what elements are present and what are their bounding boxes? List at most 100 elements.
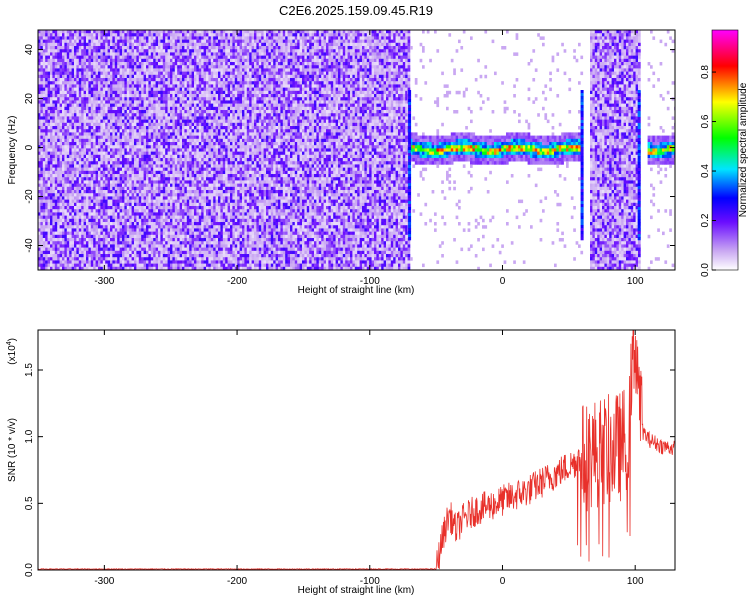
spectrogram-cell bbox=[182, 177, 185, 181]
spectrogram-cell bbox=[153, 116, 156, 120]
spectrogram-cell bbox=[148, 216, 151, 220]
spectrogram-cell bbox=[141, 104, 144, 108]
spectrogram-cell bbox=[55, 52, 58, 56]
spectrogram-cell bbox=[163, 49, 166, 53]
spectrogram-cell bbox=[141, 139, 144, 143]
spectrogram-cell bbox=[60, 36, 63, 40]
spectrogram-cell bbox=[184, 257, 187, 261]
spectrogram-cell bbox=[50, 161, 53, 165]
spectrogram-cell bbox=[141, 254, 144, 258]
spectrogram-cell bbox=[88, 184, 91, 188]
spectrogram-cell bbox=[79, 126, 82, 130]
spectrogram-cell bbox=[72, 43, 75, 47]
spectrogram-cell bbox=[153, 168, 156, 172]
spectrogram-cell bbox=[129, 59, 132, 63]
spectrogram-cell bbox=[76, 174, 79, 178]
spectrogram-cell bbox=[72, 136, 75, 140]
spectrogram-cell bbox=[45, 52, 48, 56]
spectrogram-cell bbox=[60, 232, 63, 236]
spectrogram-cell bbox=[79, 97, 82, 101]
spectrogram-cell bbox=[158, 84, 161, 88]
spectrogram-cell bbox=[189, 209, 192, 213]
spectrogram-cell bbox=[194, 139, 197, 143]
spectrogram-cell bbox=[141, 72, 144, 76]
spectrogram-cell bbox=[177, 152, 180, 156]
spectrogram-cell bbox=[187, 107, 190, 111]
spectrogram-cell bbox=[175, 145, 178, 149]
spectrogram-cell bbox=[50, 75, 53, 79]
spectrogram-cell bbox=[57, 190, 60, 194]
spectrogram-cell bbox=[117, 100, 120, 104]
spectrogram-cell bbox=[69, 113, 72, 117]
spectrogram-cell bbox=[105, 193, 108, 197]
spectrogram-cell bbox=[182, 68, 185, 72]
spectrogram-cell bbox=[110, 168, 113, 172]
spectrogram-cell bbox=[148, 97, 151, 101]
spectrogram-cell bbox=[175, 65, 178, 69]
spectrogram-cell bbox=[91, 254, 94, 258]
spectrogram-cell bbox=[192, 177, 195, 181]
spectrogram-cell bbox=[156, 72, 159, 76]
spectrogram-cell bbox=[112, 196, 115, 200]
spectrogram-cell bbox=[43, 65, 46, 69]
spectrogram-cell bbox=[192, 46, 195, 50]
spectrogram-cell bbox=[172, 88, 175, 92]
spectrogram-cell bbox=[96, 36, 99, 40]
spectrogram-cell bbox=[79, 72, 82, 76]
spectrogram-cell bbox=[148, 193, 151, 197]
spectrogram-cell bbox=[40, 33, 43, 37]
spectrogram-cell bbox=[146, 72, 149, 76]
spectrogram-cell bbox=[139, 164, 142, 168]
spectrogram-cell bbox=[52, 94, 55, 98]
spectrogram-cell bbox=[105, 81, 108, 85]
spectrogram-cell bbox=[69, 59, 72, 63]
spectrogram-cell bbox=[100, 228, 103, 232]
spectrogram-cell bbox=[55, 145, 58, 149]
spectrogram-cell bbox=[124, 228, 127, 232]
spectrogram-cell bbox=[96, 120, 99, 124]
spectrogram-cell bbox=[160, 180, 163, 184]
spectrogram-cell bbox=[84, 158, 87, 162]
spectrogram-cell bbox=[187, 145, 190, 149]
spectrogram-cell bbox=[127, 30, 130, 34]
spectrogram-cell bbox=[76, 59, 79, 63]
spectrogram-cell bbox=[175, 244, 178, 248]
spectrogram-cell bbox=[160, 126, 163, 130]
spectrogram-cell bbox=[98, 177, 101, 181]
spectrogram-cell bbox=[170, 270, 173, 274]
spectrogram-cell bbox=[84, 260, 87, 264]
spectrogram-cell bbox=[180, 158, 183, 162]
spectrogram-cell bbox=[84, 88, 87, 92]
spectrogram-cell bbox=[151, 123, 154, 127]
spectrogram-cell bbox=[129, 56, 132, 60]
spectrogram-cell bbox=[79, 203, 82, 207]
spectrogram-cell bbox=[62, 257, 65, 261]
spectrogram-cell bbox=[148, 235, 151, 239]
spectrogram-cell bbox=[67, 100, 70, 104]
spectrogram-cell bbox=[86, 88, 89, 92]
spectrogram-cell bbox=[141, 132, 144, 136]
spectrogram-cell bbox=[64, 241, 67, 245]
spectrogram-cell bbox=[180, 203, 183, 207]
spectrogram-cell bbox=[158, 174, 161, 178]
spectrogram-cell bbox=[86, 193, 89, 197]
spectrogram-cell bbox=[141, 238, 144, 242]
spectrogram-cell bbox=[172, 254, 175, 258]
spectrogram-cell bbox=[60, 30, 63, 34]
spectrogram-cell bbox=[156, 110, 159, 114]
spectrogram-cell bbox=[55, 49, 58, 53]
spectrogram-cell bbox=[43, 216, 46, 220]
spectrogram-cell bbox=[76, 129, 79, 133]
spectrogram-cell bbox=[79, 222, 82, 226]
spectrogram-cell bbox=[57, 68, 60, 72]
spectrogram-cell bbox=[40, 78, 43, 82]
spectrogram-cell bbox=[100, 113, 103, 117]
spectrogram-cell bbox=[86, 68, 89, 72]
spectrogram-cell bbox=[96, 164, 99, 168]
spectrogram-cell bbox=[69, 235, 72, 239]
spectrogram-cell bbox=[60, 52, 63, 56]
spectrogram-cell bbox=[64, 49, 67, 53]
spectrogram-cell bbox=[189, 235, 192, 239]
spectrogram-cell bbox=[139, 270, 142, 274]
spectrogram-cell bbox=[160, 46, 163, 50]
